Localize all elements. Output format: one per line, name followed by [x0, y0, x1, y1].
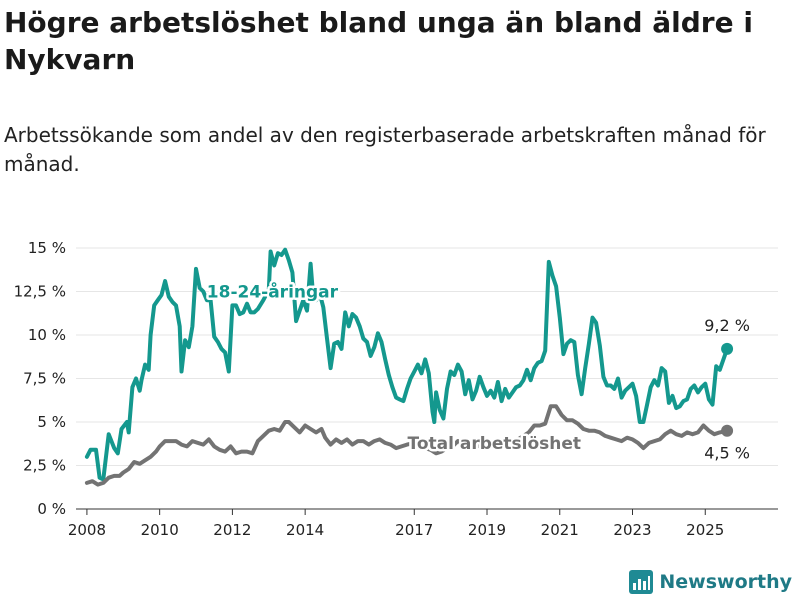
x-tick-label: 2010 — [141, 521, 179, 539]
youth-series-label: 18-24-åringar — [207, 281, 339, 303]
y-tick-label: 5 % — [37, 413, 66, 431]
brand-name: Newsworthy — [659, 571, 792, 593]
label-layer: 9,2 %4,5 %18-24-åringar18-24-åringarTota… — [204, 278, 750, 463]
y-tick-label: 12,5 % — [14, 283, 66, 301]
x-tick-label: 2025 — [686, 521, 724, 539]
total-series-line — [84, 404, 730, 487]
bar-chart-logo-icon — [629, 570, 654, 594]
youth-series-line — [84, 247, 730, 482]
x-tick-label: 2021 — [541, 521, 579, 539]
series-layer — [84, 247, 734, 487]
x-tick-label: 2014 — [286, 521, 324, 539]
youth-series-end-dot — [721, 342, 734, 355]
page-subtitle: Arbetssökande som andel av den registerb… — [4, 123, 766, 176]
x-tick-label: 2008 — [68, 521, 106, 539]
total-series-label-halo: Total arbetslöshet — [408, 434, 582, 454]
total-series-end-dot — [721, 424, 734, 437]
y-tick-label: 7,5 % — [23, 370, 66, 388]
y-tick-label: 15 % — [28, 239, 66, 257]
page-title: Högre arbetslöshet bland unga än bland ä… — [4, 6, 753, 76]
newsworthy-logo: Newsworthy — [629, 570, 792, 594]
total-series-label: Total arbetslöshet — [408, 434, 582, 454]
youth-series-label-halo: 18-24-åringar — [207, 281, 339, 303]
x-tick-label: 2017 — [395, 521, 433, 539]
x-tick-label: 2012 — [213, 521, 251, 539]
y-tick-label: 2,5 % — [23, 457, 66, 475]
y-tick-label: 10 % — [28, 326, 66, 344]
x-tick-label: 2023 — [613, 521, 651, 539]
youth-series-end-label: 9,2 % — [704, 316, 750, 335]
x-tick-label: 2019 — [468, 521, 506, 539]
y-tick-label: 0 % — [37, 500, 66, 518]
total-series-end-label: 4,5 % — [704, 444, 750, 463]
axis-layer: 0 % 2,5 % 5 % 7,5 % 10 % 12,5 % 15 % 2008 2010 20… — [14, 239, 778, 539]
